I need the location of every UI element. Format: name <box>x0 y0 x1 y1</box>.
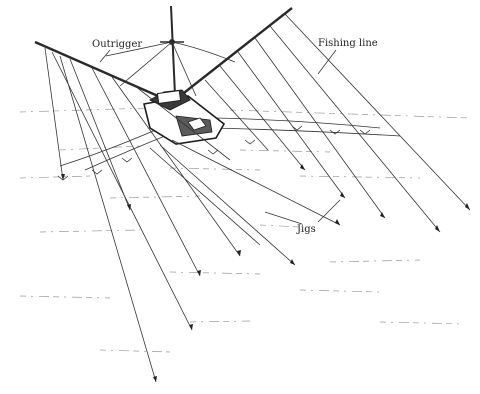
trailing-lines <box>149 139 341 266</box>
boat <box>143 89 226 145</box>
mast <box>160 5 184 96</box>
fishing-lines-left <box>44 47 241 383</box>
line-splashes <box>57 125 371 181</box>
boat-wake <box>59 117 401 171</box>
outrigger-poles <box>34 7 293 98</box>
jigs-label: Jigs <box>296 224 316 235</box>
jigs <box>61 164 470 382</box>
water-surface <box>19 107 471 353</box>
outrigger-label: Outrigger <box>92 39 142 50</box>
fishing-lines-right <box>204 13 471 233</box>
fishing-line-label: Fishing line <box>318 38 378 49</box>
label-leaders <box>99 49 341 225</box>
